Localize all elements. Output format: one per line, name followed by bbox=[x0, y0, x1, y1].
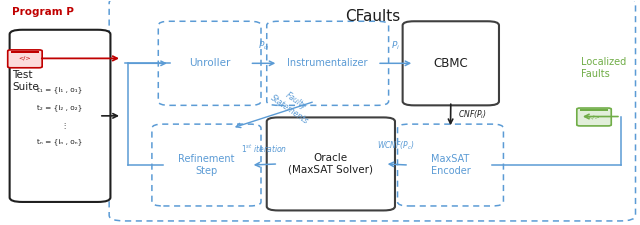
Text: Faulty
Statements: Faulty Statements bbox=[269, 85, 316, 126]
Text: </>: </> bbox=[588, 114, 600, 119]
FancyBboxPatch shape bbox=[10, 30, 111, 202]
Text: </>: </> bbox=[19, 56, 31, 61]
Text: Program P: Program P bbox=[12, 7, 74, 17]
FancyBboxPatch shape bbox=[267, 117, 395, 210]
Text: WCNF($P_c$): WCNF($P_c$) bbox=[378, 139, 415, 152]
Text: CNF($P_i$): CNF($P_i$) bbox=[458, 108, 488, 121]
Text: $P_i$: $P_i$ bbox=[391, 40, 400, 52]
FancyBboxPatch shape bbox=[109, 0, 636, 221]
Text: Localized
Faults: Localized Faults bbox=[581, 56, 627, 79]
FancyBboxPatch shape bbox=[267, 21, 388, 105]
Text: CFaults: CFaults bbox=[345, 9, 400, 24]
Text: Test
Suite: Test Suite bbox=[12, 70, 39, 92]
FancyBboxPatch shape bbox=[152, 124, 261, 206]
Text: Unroller: Unroller bbox=[189, 58, 230, 68]
FancyBboxPatch shape bbox=[397, 124, 504, 206]
Text: Refinement
Step: Refinement Step bbox=[178, 154, 235, 176]
Text: Instrumentalizer: Instrumentalizer bbox=[287, 58, 368, 68]
Text: $1^{st}$ iteration: $1^{st}$ iteration bbox=[241, 143, 287, 155]
FancyBboxPatch shape bbox=[11, 51, 39, 53]
FancyBboxPatch shape bbox=[580, 109, 608, 111]
FancyBboxPatch shape bbox=[403, 21, 499, 105]
Text: t₁ = {i₁ , o₁}

t₂ = {i₂ , o₂}

    ⋮

tₙ = {iₙ , oₙ}: t₁ = {i₁ , o₁} t₂ = {i₂ , o₂} ⋮ tₙ = {iₙ… bbox=[37, 86, 83, 146]
Text: MaxSAT
Encoder: MaxSAT Encoder bbox=[431, 154, 470, 176]
Text: Oracle
(MaxSAT Solver): Oracle (MaxSAT Solver) bbox=[289, 153, 373, 175]
FancyBboxPatch shape bbox=[8, 50, 42, 68]
Text: CBMC: CBMC bbox=[433, 57, 468, 70]
Text: $P_u$: $P_u$ bbox=[259, 40, 269, 52]
FancyBboxPatch shape bbox=[577, 108, 611, 126]
FancyBboxPatch shape bbox=[158, 21, 261, 105]
